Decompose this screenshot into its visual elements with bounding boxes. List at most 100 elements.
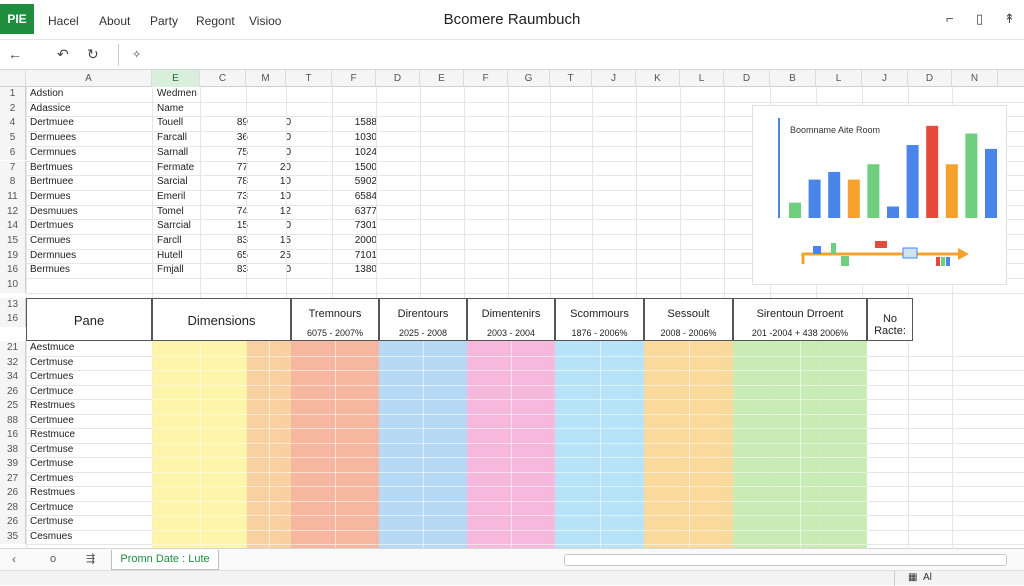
cell-value[interactable]: 0	[285, 220, 291, 232]
column-header[interactable]: A	[26, 70, 152, 87]
row-header[interactable]: 15	[0, 234, 26, 249]
row-header[interactable]: 8	[0, 175, 26, 190]
sheet-add-icon[interactable]: o	[50, 553, 57, 565]
cell-value[interactable]: 15	[250, 234, 291, 248]
table-header-cell[interactable]: Dimentenirs 2003 - 2004	[467, 298, 555, 341]
cell-value[interactable]: 73	[236, 190, 248, 202]
cell-name[interactable]: Restmues	[30, 487, 76, 498]
embedded-chart[interactable]: Boomname Aite Room	[752, 105, 1007, 285]
cell-value[interactable]: 1588	[354, 117, 377, 129]
cell-name[interactable]: Bertmues	[30, 161, 73, 173]
cell-value[interactable]: 0	[285, 146, 291, 158]
cell-value[interactable]: 1500	[354, 161, 377, 173]
cell-value[interactable]: 83	[236, 235, 248, 246]
cell-value[interactable]: 36	[236, 132, 248, 144]
cell-value[interactable]: 89	[236, 117, 248, 129]
row-header[interactable]: 10	[0, 278, 26, 293]
cell-value[interactable]: 65	[236, 249, 248, 261]
column-header[interactable]: F	[332, 70, 376, 87]
cell-label[interactable]: Sarrcial	[157, 220, 191, 232]
function-icon[interactable]: ✧	[132, 49, 142, 61]
pin-icon[interactable]: ↟	[1004, 11, 1015, 26]
row-header[interactable]: 35	[0, 529, 26, 544]
column-header[interactable]: G	[508, 70, 550, 87]
cell-label[interactable]: Name	[157, 102, 184, 114]
cell-value[interactable]: 10	[250, 190, 291, 204]
row-header[interactable]: 25	[0, 399, 26, 414]
column-header[interactable]: E	[420, 70, 464, 87]
cell-label[interactable]: Farcll	[157, 235, 182, 246]
row-header[interactable]: 11	[0, 189, 26, 205]
status-grid-icon[interactable]: ▦	[908, 572, 918, 583]
cell-name[interactable]: Certmuse	[30, 356, 74, 368]
cell-name[interactable]: Dermuees	[30, 132, 77, 144]
column-header[interactable]: N	[952, 70, 998, 87]
row-header[interactable]: 26	[0, 515, 26, 530]
sheet-tab-active[interactable]: Promn Date : Lute	[111, 550, 219, 570]
cell-value[interactable]: 0	[285, 117, 291, 129]
row-header[interactable]: 6	[0, 145, 26, 161]
table-header-cell[interactable]: Sessoult 2008 - 2006%	[644, 298, 733, 341]
menu-item-4[interactable]: Visioo	[249, 14, 282, 28]
cell-value[interactable]: 12	[250, 205, 291, 219]
sheet-list-icon[interactable]: ⇶	[86, 553, 96, 565]
row-header[interactable]: 38	[0, 442, 26, 457]
restore-icon[interactable]: ▯	[976, 11, 984, 26]
row-header[interactable]: 34	[0, 370, 26, 385]
cell-name[interactable]: Aestmuce	[30, 342, 75, 353]
cell-name[interactable]: Dertmues	[30, 220, 74, 232]
row-header[interactable]: 26	[0, 384, 26, 399]
cell-value[interactable]: 77	[236, 161, 248, 173]
column-header[interactable]: L	[816, 70, 862, 87]
table-header-cell[interactable]: Dimensions	[152, 298, 291, 341]
row-header[interactable]: 88	[0, 413, 26, 428]
cell-value[interactable]: 15	[236, 220, 248, 232]
cell-name[interactable]: Certmuse	[30, 443, 74, 455]
cell-name[interactable]: Certmuse	[30, 516, 74, 527]
horizontal-scrollbar[interactable]	[564, 554, 1007, 566]
cell-value[interactable]: 75	[236, 146, 248, 158]
cell-label[interactable]: Touell	[157, 117, 184, 129]
corner-select-all[interactable]	[0, 70, 26, 87]
cell-label[interactable]: Tomel	[157, 205, 184, 217]
row-header[interactable]: 2	[0, 101, 26, 117]
cell-value[interactable]: 1030	[354, 132, 377, 144]
cell-value[interactable]: 1024	[354, 146, 377, 158]
cell-name[interactable]: Bertmuee	[30, 176, 74, 188]
cell-value[interactable]: 7301	[354, 220, 377, 232]
cell-value[interactable]: 83	[236, 264, 248, 276]
cell-value[interactable]: 74	[236, 205, 248, 217]
cell-value[interactable]: 6377	[354, 205, 377, 217]
column-header[interactable]: E	[152, 70, 200, 87]
table-header-cell[interactable]: No Racte:	[867, 298, 913, 341]
column-header[interactable]: D	[376, 70, 420, 87]
cell-name[interactable]: Adstion	[30, 88, 64, 99]
cell-name[interactable]: Restmues	[30, 400, 76, 411]
menu-item-0[interactable]: Hacel	[48, 14, 79, 28]
cell-name[interactable]: Certmues	[30, 472, 74, 484]
cell-name[interactable]: Cermues	[30, 235, 71, 246]
cell-value[interactable]: 78	[236, 176, 248, 188]
menu-item-2[interactable]: Party	[150, 14, 179, 28]
cell-value[interactable]: 2000	[354, 235, 377, 246]
column-header[interactable]: D	[724, 70, 770, 87]
table-header-cell[interactable]: Pane	[26, 298, 152, 341]
row-header[interactable]: 4	[0, 116, 26, 132]
cell-value[interactable]: 5902	[354, 176, 377, 188]
app-badge[interactable]: PIE	[0, 4, 34, 34]
cell-name[interactable]: Certmuee	[30, 414, 74, 426]
cell-value[interactable]: 25	[250, 249, 291, 263]
column-header[interactable]: K	[636, 70, 680, 87]
cell-label[interactable]: Farcall	[157, 132, 188, 144]
table-header-cell[interactable]: Tremnours 6075 - 2007%	[291, 298, 379, 341]
minimize-icon[interactable]: ⌐	[946, 11, 954, 26]
cell-value[interactable]: 20	[250, 161, 291, 175]
cell-value[interactable]: 0	[285, 132, 291, 144]
cell-name[interactable]: Certmuce	[30, 501, 74, 513]
row-header[interactable]: 14	[0, 219, 26, 234]
cell-name[interactable]: Certmuse	[30, 458, 74, 469]
redo-icon[interactable]: ↻	[87, 46, 99, 62]
back-arrow-icon[interactable]: ←	[8, 46, 22, 62]
cell-name[interactable]: Dertmuee	[30, 117, 74, 129]
